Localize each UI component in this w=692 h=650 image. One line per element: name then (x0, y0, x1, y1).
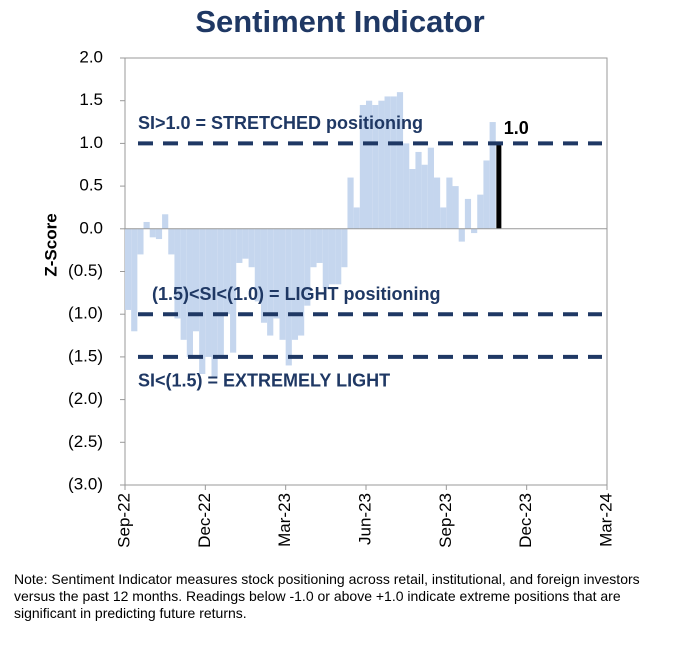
bar (378, 100, 385, 229)
bar (440, 207, 447, 229)
note: Note: Sentiment Indicator measures stock… (14, 571, 640, 621)
bar (452, 186, 459, 229)
bar (143, 221, 150, 229)
bar (291, 228, 299, 340)
bar (421, 164, 428, 229)
bar (137, 228, 144, 255)
bar (409, 169, 416, 229)
y-tick-label: (0.5) (68, 261, 103, 280)
y-tick-label: (1.0) (68, 304, 103, 323)
bar (217, 228, 224, 357)
bar (242, 228, 249, 259)
bar (372, 104, 379, 229)
bar (162, 214, 169, 229)
y-tick-label: (1.5) (68, 346, 103, 365)
reference-label: (1.5)<SI<(1.0) = LIGHT positioning (152, 284, 441, 304)
bar (131, 228, 138, 332)
bar (427, 147, 434, 229)
bar (415, 151, 422, 229)
bar (298, 228, 305, 336)
bar (403, 143, 410, 229)
bar (396, 92, 404, 229)
y-tick-label: 2.0 (79, 47, 103, 66)
bar (125, 228, 132, 310)
bar (335, 228, 342, 285)
bar (353, 207, 360, 229)
bar (359, 104, 366, 229)
bar (205, 228, 212, 357)
bar (230, 228, 237, 353)
y-tick-label: (3.0) (68, 474, 103, 493)
y-axis-label: Z-Score (41, 213, 60, 276)
bar (446, 177, 453, 229)
reference-label: SI<(1.5) = EXTREMELY LIGHT (138, 371, 390, 391)
bar (260, 228, 268, 323)
bar (279, 228, 286, 340)
x-tick-label: Dec-23 (516, 493, 535, 548)
bar (477, 194, 484, 229)
y-tick-label: 0.0 (79, 218, 103, 237)
y-tick-label: 1.5 (79, 90, 103, 109)
chart-title: Sentiment Indicator (195, 4, 484, 39)
bar (186, 228, 193, 357)
bar (192, 228, 200, 332)
y-tick-label: 1.0 (79, 133, 103, 152)
bar (223, 228, 231, 315)
bar (168, 228, 175, 255)
value-label: 1.0 (504, 118, 529, 138)
bar (149, 228, 156, 238)
bar (341, 228, 348, 268)
bar (328, 228, 336, 285)
bar (316, 228, 323, 263)
bar (366, 100, 373, 229)
bar (199, 228, 206, 374)
bar (489, 122, 496, 229)
bar (254, 228, 261, 302)
bar (322, 228, 329, 289)
bar (471, 228, 478, 234)
bar (273, 228, 280, 319)
bar (347, 177, 354, 229)
bar (236, 228, 243, 263)
x-tick-label: Dec-22 (195, 493, 214, 548)
x-tick-label: Mar-23 (275, 493, 294, 547)
bar (464, 198, 472, 229)
bar (304, 228, 311, 306)
bar (310, 228, 317, 268)
x-tick-label: Sep-22 (114, 493, 133, 548)
bar (155, 228, 163, 240)
y-tick-label: (2.0) (68, 389, 103, 408)
bar (384, 96, 391, 229)
bar (211, 228, 218, 379)
reference-label: SI>1.0 = STRETCHED positioning (138, 113, 423, 133)
bar (174, 228, 181, 319)
bar (483, 160, 490, 229)
y-tick-label: (2.5) (68, 432, 103, 451)
bar (285, 228, 292, 366)
y-tick-label: 0.5 (79, 176, 103, 195)
bar (496, 143, 502, 229)
bar (433, 177, 441, 229)
x-tick-label: Mar-24 (596, 493, 615, 547)
bar (180, 228, 187, 340)
bar (267, 228, 274, 336)
bar (458, 228, 465, 242)
bar (390, 96, 397, 229)
x-tick-label: Jun-23 (355, 493, 374, 545)
chart: Sentiment Indicator Z-Score 2.0 1.5 1.0 0.5… (41, 4, 615, 548)
x-tick-label: Sep-23 (436, 493, 455, 548)
bar (248, 228, 255, 268)
